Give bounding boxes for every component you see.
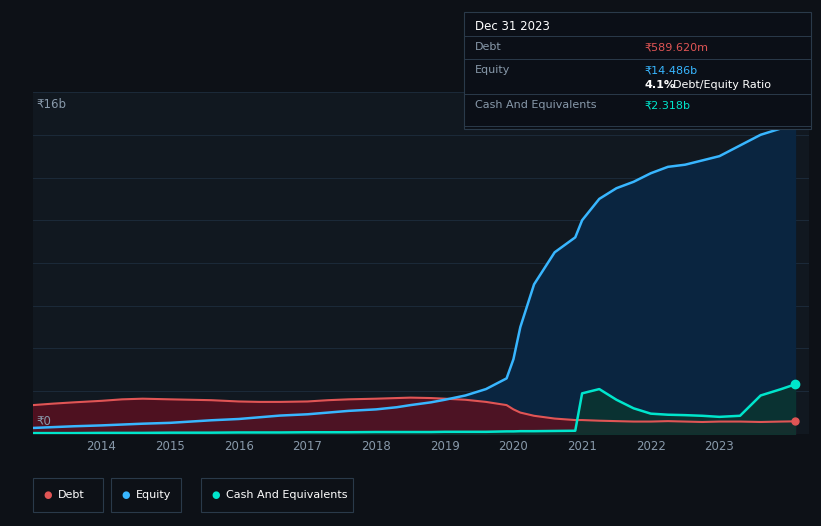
Text: ₹2.318b: ₹2.318b (644, 100, 690, 110)
Text: ●: ● (122, 490, 130, 500)
Text: Dec 31 2023: Dec 31 2023 (475, 20, 549, 33)
Text: 4.1%: 4.1% (644, 80, 676, 90)
Text: Cash And Equivalents: Cash And Equivalents (475, 100, 596, 110)
Text: ●: ● (212, 490, 220, 500)
Text: Cash And Equivalents: Cash And Equivalents (226, 490, 347, 500)
Text: Equity: Equity (135, 490, 171, 500)
Text: ₹16b: ₹16b (36, 98, 67, 112)
Text: Debt: Debt (57, 490, 85, 500)
Text: Debt: Debt (475, 42, 502, 53)
Text: ●: ● (44, 490, 52, 500)
Text: Debt/Equity Ratio: Debt/Equity Ratio (673, 80, 771, 90)
Text: ₹14.486b: ₹14.486b (644, 65, 698, 76)
Text: Equity: Equity (475, 65, 510, 76)
Text: ₹589.620m: ₹589.620m (644, 42, 709, 53)
Text: ₹0: ₹0 (36, 414, 51, 428)
